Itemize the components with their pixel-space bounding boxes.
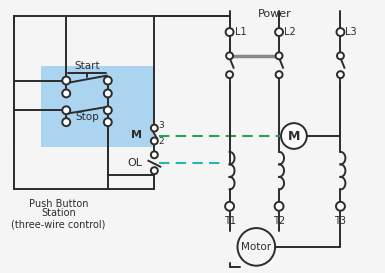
- Circle shape: [151, 124, 158, 132]
- Circle shape: [337, 52, 344, 59]
- Text: Power: Power: [258, 9, 292, 19]
- Circle shape: [225, 202, 234, 211]
- Circle shape: [104, 90, 112, 97]
- Text: Station: Station: [41, 208, 76, 218]
- Circle shape: [276, 52, 283, 59]
- Circle shape: [226, 71, 233, 78]
- Text: L3: L3: [345, 27, 357, 37]
- Circle shape: [151, 167, 158, 174]
- FancyBboxPatch shape: [40, 66, 154, 147]
- Circle shape: [62, 77, 70, 85]
- Text: M: M: [288, 129, 300, 143]
- Circle shape: [337, 71, 344, 78]
- Text: L1: L1: [234, 27, 246, 37]
- Text: M: M: [131, 130, 142, 140]
- Text: OL: OL: [127, 158, 142, 168]
- Circle shape: [276, 71, 283, 78]
- Circle shape: [336, 202, 345, 211]
- Circle shape: [62, 106, 70, 114]
- Text: T1: T1: [224, 216, 236, 226]
- Text: T3: T3: [335, 216, 346, 226]
- Text: Start: Start: [74, 61, 100, 71]
- Circle shape: [275, 202, 283, 211]
- Circle shape: [275, 28, 283, 36]
- Text: Push Button: Push Button: [28, 199, 88, 209]
- Text: Motor: Motor: [241, 242, 271, 252]
- Circle shape: [62, 90, 70, 97]
- Text: 2: 2: [158, 137, 164, 146]
- Circle shape: [226, 52, 233, 59]
- Circle shape: [104, 106, 112, 114]
- Text: 3: 3: [158, 121, 164, 130]
- Circle shape: [336, 28, 345, 36]
- Text: L2: L2: [284, 27, 296, 37]
- Circle shape: [151, 138, 158, 144]
- Text: T2: T2: [273, 216, 285, 226]
- Circle shape: [62, 118, 70, 126]
- Circle shape: [104, 118, 112, 126]
- Circle shape: [281, 123, 307, 149]
- Circle shape: [226, 28, 234, 36]
- Circle shape: [151, 151, 158, 158]
- Text: (three-wire control): (three-wire control): [11, 219, 105, 229]
- Circle shape: [104, 77, 112, 85]
- Text: Stop: Stop: [75, 112, 99, 122]
